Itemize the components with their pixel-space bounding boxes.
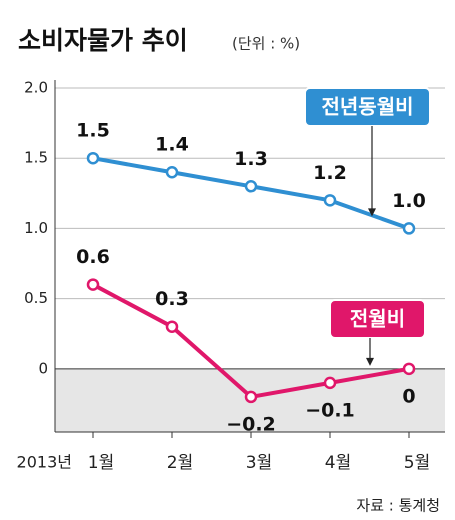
- data-label: 1.0: [392, 190, 426, 212]
- data-label: 1.5: [76, 120, 110, 142]
- y-tick-label: 2.0: [24, 79, 48, 97]
- x-tick-label: 4월: [325, 453, 351, 473]
- data-label: 0: [402, 385, 415, 407]
- data-point: [402, 362, 416, 376]
- source: 자료 : 통계청: [356, 497, 440, 515]
- data-point: [86, 151, 100, 165]
- chart-title: 소비자물가 추이: [18, 26, 188, 55]
- x-tick-label: 1월: [88, 453, 114, 473]
- data-point: [402, 222, 416, 235]
- legend-arrowhead: [366, 357, 374, 366]
- data-label: −0.1: [305, 399, 355, 421]
- legend-box: [304, 87, 431, 127]
- chart-subtitle: (단위 : %): [232, 35, 300, 53]
- legend-box: [329, 299, 426, 339]
- x-axis-label: 2013년: [17, 453, 72, 472]
- legend-label: 전월비: [350, 307, 405, 331]
- data-point: [244, 180, 258, 193]
- data-label: 1.4: [155, 134, 189, 156]
- x-tick-label: 3월: [246, 453, 272, 473]
- y-tick-label: 1.5: [24, 149, 48, 167]
- data-label: −0.2: [226, 413, 276, 435]
- data-label: 0.6: [76, 246, 110, 268]
- legend-label: 전년동월비: [322, 95, 414, 119]
- data-label: 1.3: [234, 148, 268, 170]
- data-label: 1.2: [313, 162, 347, 184]
- y-tick-label: 1.0: [24, 219, 48, 237]
- y-tick-label: 0: [38, 359, 48, 377]
- x-tick-label: 2월: [167, 453, 193, 473]
- data-point: [165, 320, 179, 333]
- data-point: [323, 376, 337, 390]
- data-point: [86, 278, 100, 291]
- x-tick-label: 5월: [404, 453, 430, 473]
- data-point: [165, 165, 179, 179]
- y-tick-label: 0.5: [24, 289, 48, 307]
- data-label: 0.3: [155, 288, 189, 310]
- data-point: [323, 194, 337, 207]
- data-point: [244, 390, 258, 404]
- legend-arrowhead: [368, 208, 376, 217]
